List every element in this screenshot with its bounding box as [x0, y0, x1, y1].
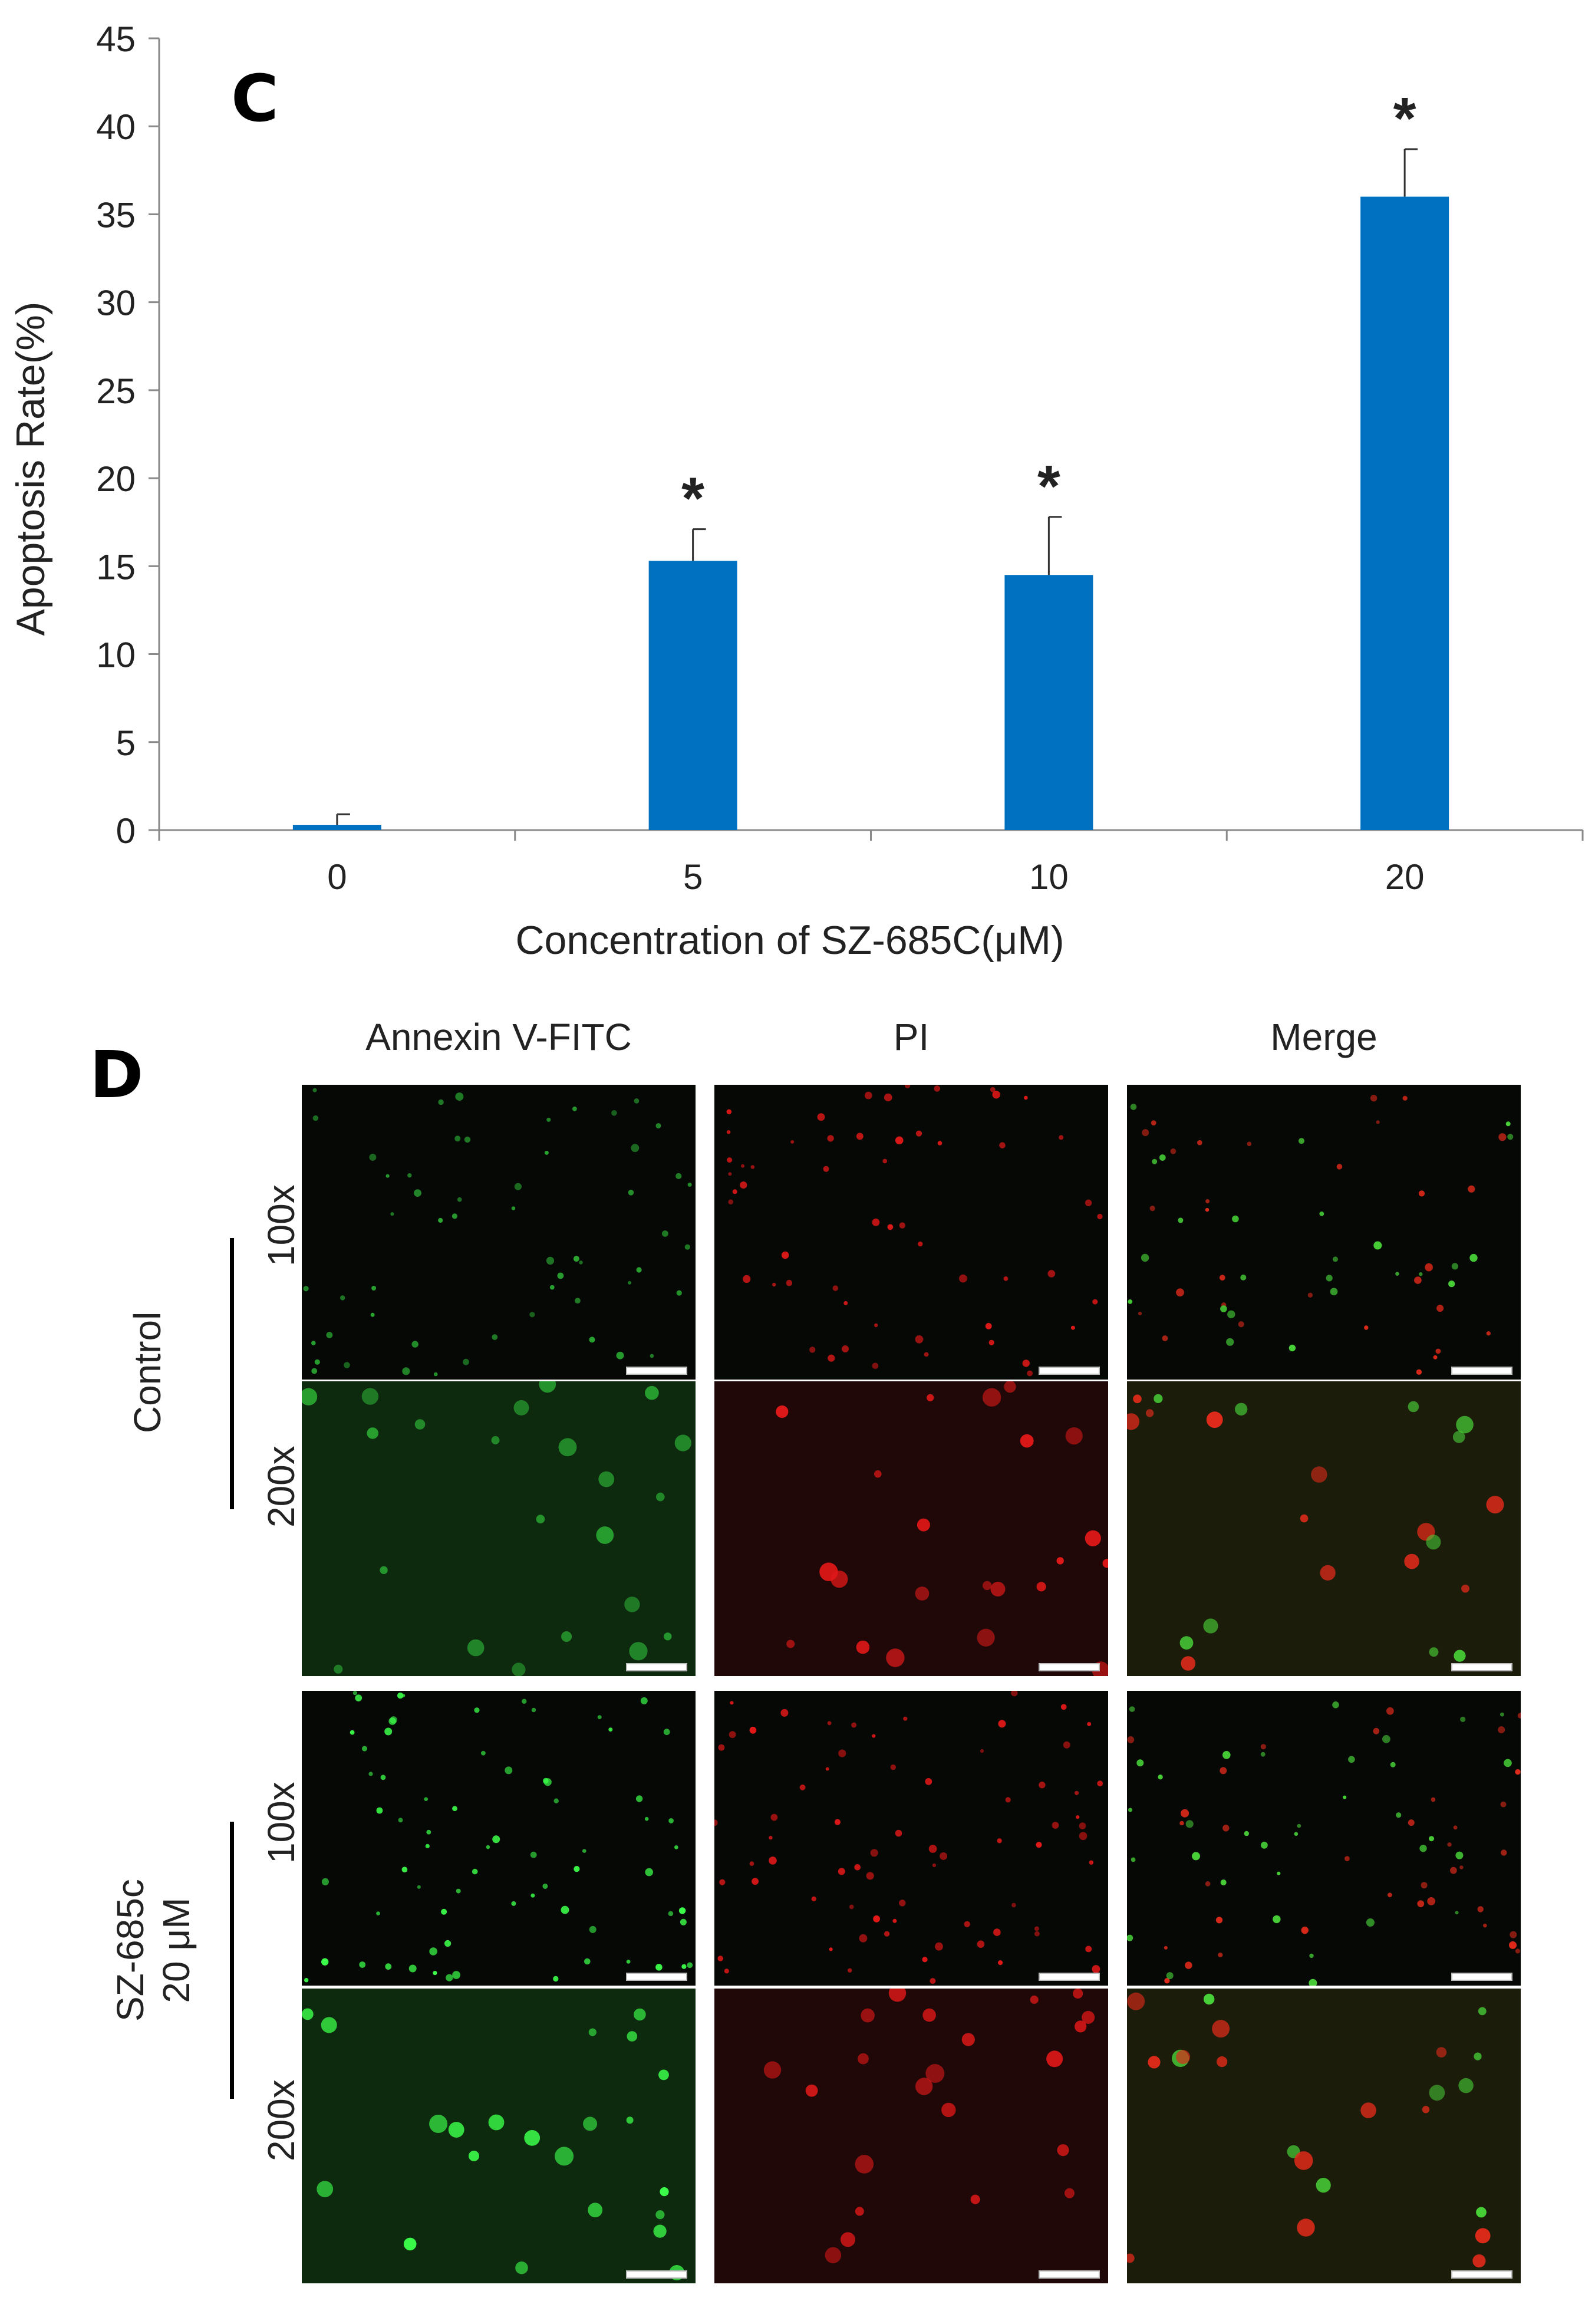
y-tick-label: 15 [96, 547, 136, 587]
x-tick-label: 20 [1385, 857, 1425, 897]
apoptosis-bar-chart: 0 5 10 15 20 25 30 35 40 45 0 5 10 20 * * * Apoptosis … [8, 19, 1584, 963]
column-header-merge: Merge [1270, 1016, 1378, 1058]
micrograph-control-low-merge [1127, 1085, 1521, 1380]
scale-bar [1039, 1367, 1100, 1375]
y-tick-label: 30 [96, 284, 136, 323]
micrograph-control-low-pi [714, 1085, 1108, 1380]
significance-markers: * * * [681, 85, 1416, 532]
scale-bar [626, 2270, 687, 2279]
x-tick-label: 0 [327, 857, 347, 897]
x-tick-label: 10 [1029, 857, 1069, 897]
scale-bar [626, 1973, 687, 1981]
treatment-group-bracket [230, 1822, 234, 2099]
scale-bar [1451, 2270, 1512, 2279]
bar [1360, 196, 1449, 831]
control-group-label: Control [126, 1311, 169, 1433]
treatment-100x-label: 100x [260, 1782, 302, 1864]
micrograph-treat-high-annexin [302, 1989, 696, 2283]
micrograph-control-high-pi [714, 1381, 1108, 1676]
panel-c-letter: C [231, 61, 279, 136]
scale-bar [1451, 1973, 1512, 1981]
scale-bar [1039, 2270, 1100, 2279]
bar [292, 825, 381, 830]
significance-star: * [1393, 85, 1416, 152]
bar [1004, 575, 1093, 830]
y-tick-label: 35 [96, 195, 136, 235]
control-100x-label: 100x [260, 1184, 302, 1266]
y-tick-label: 10 [96, 636, 136, 675]
x-axis: 0 5 10 20 [158, 829, 1584, 897]
y-tick-label: 25 [96, 371, 136, 411]
treatment-group-label: SZ-685c 20 μM [109, 1879, 197, 2022]
y-tick-label: 0 [116, 811, 136, 851]
bar [648, 561, 737, 830]
y-axis: 0 5 10 15 20 25 30 35 40 45 [96, 19, 160, 851]
micrograph-treat-low-merge [1127, 1691, 1521, 1986]
micrograph-treat-high-merge [1127, 1989, 1521, 2283]
scale-bar [626, 1367, 687, 1375]
micrograph-treat-low-pi [714, 1691, 1108, 1986]
error-bars [336, 148, 1418, 825]
scale-bar [1039, 1973, 1100, 1981]
control-200x-label: 200x [260, 1446, 302, 1528]
bars [292, 196, 1449, 831]
y-tick-label: 20 [96, 459, 136, 499]
micrograph-control-high-annexin [302, 1381, 696, 1676]
y-tick-label: 40 [96, 107, 136, 147]
column-header-pi: PI [893, 1016, 930, 1058]
micrograph-control-low-annexin [302, 1085, 696, 1380]
micrograph-control-high-merge [1127, 1381, 1521, 1676]
significance-star: * [681, 466, 704, 532]
panel-d-letter: D [90, 1037, 144, 1112]
column-header-annexin: Annexin V-FITC [365, 1016, 632, 1058]
scale-bar [626, 1663, 687, 1671]
scale-bar [1451, 1663, 1512, 1671]
micrograph-treat-low-annexin [302, 1691, 696, 1986]
x-axis-label: Concentration of SZ-685C(μM) [515, 918, 1064, 963]
significance-star: * [1037, 453, 1060, 519]
scale-bar [1451, 1367, 1512, 1375]
scale-bar [1039, 1663, 1100, 1671]
micrograph-treat-high-pi [714, 1989, 1108, 2283]
y-tick-label: 45 [96, 19, 136, 59]
x-tick-label: 5 [683, 857, 703, 897]
y-tick-label: 5 [116, 723, 136, 763]
control-group-bracket [230, 1238, 234, 1509]
y-axis-label: Apoptosis Rate(%) [8, 302, 53, 636]
treatment-200x-label: 200x [260, 2079, 302, 2161]
